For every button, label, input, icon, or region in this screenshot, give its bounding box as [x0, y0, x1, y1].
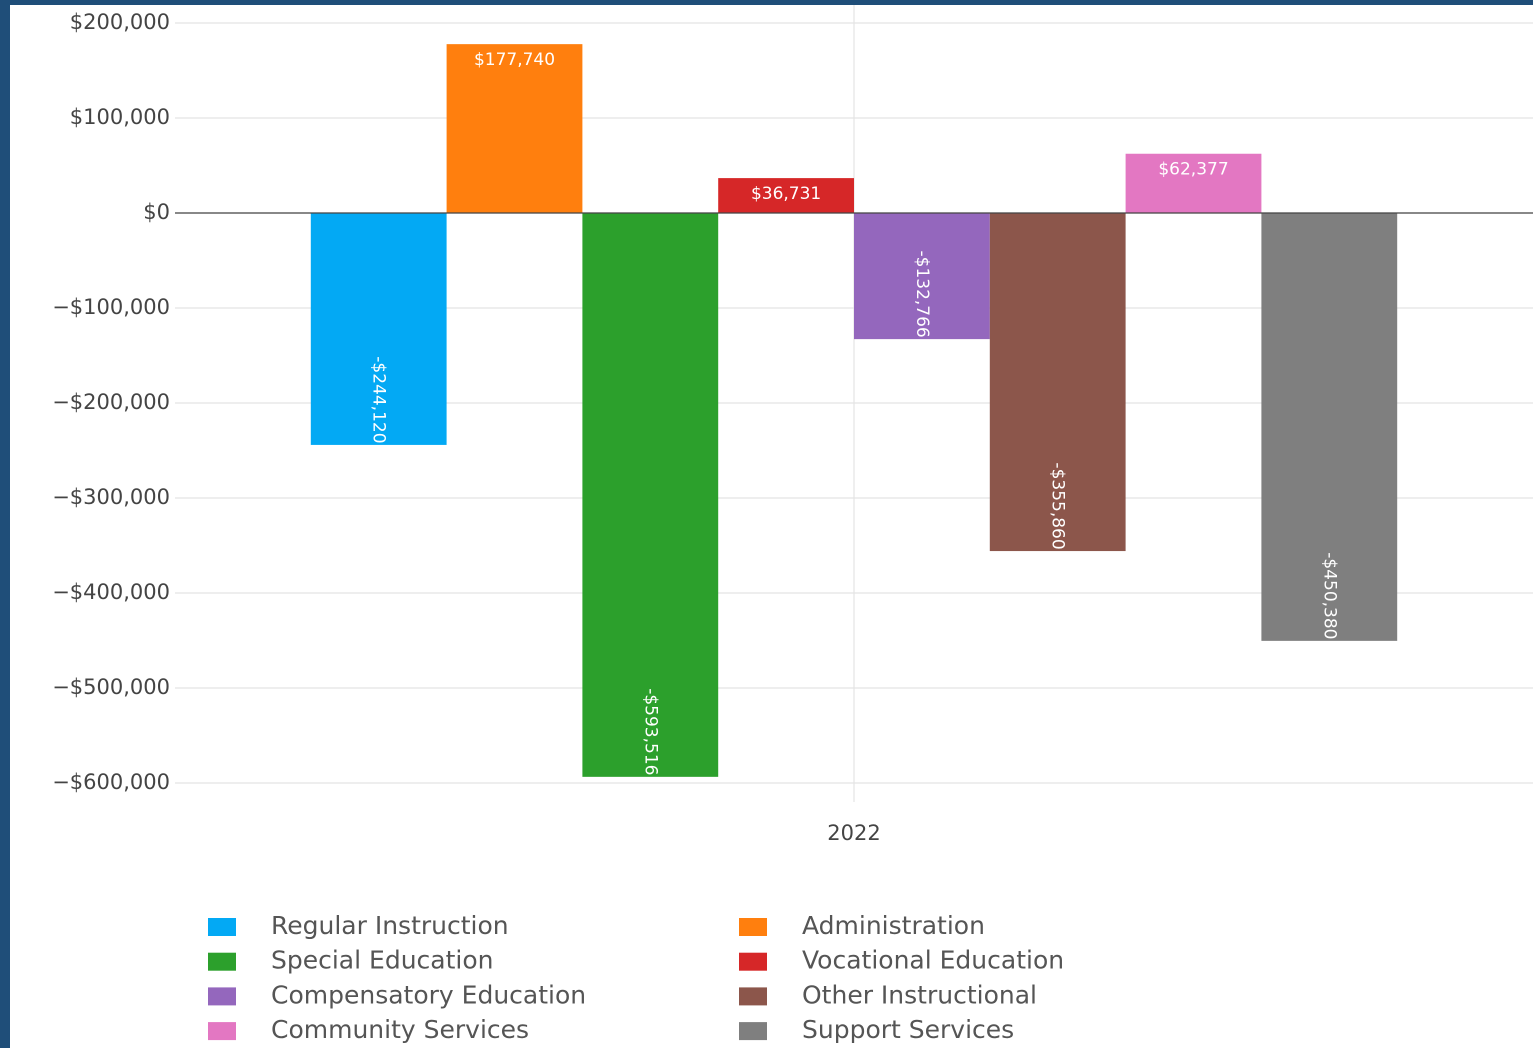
value-label: -$244,120	[369, 356, 389, 443]
value-label: $62,377	[1158, 160, 1228, 180]
legend-swatch	[208, 1022, 236, 1041]
value-label: -$132,766	[912, 251, 932, 338]
value-label: -$355,860	[1048, 462, 1068, 549]
legend-swatch	[208, 918, 236, 936]
legend-swatch	[208, 987, 236, 1006]
legend-label: Compensatory Education	[271, 980, 586, 1009]
legend-label: Other Instructional	[802, 980, 1037, 1009]
value-label: -$450,380	[1319, 552, 1339, 639]
legend-swatch	[739, 952, 767, 971]
bar	[1125, 153, 1262, 213]
y-tick-label: −$300,000	[52, 485, 170, 509]
legend-swatch	[739, 1022, 767, 1041]
bar	[310, 213, 447, 445]
legend-swatch	[739, 918, 767, 936]
y-tick-label: $0	[143, 200, 170, 224]
value-label: $177,740	[474, 50, 555, 70]
y-tick-label: −$600,000	[52, 770, 170, 794]
bar	[1261, 213, 1398, 641]
y-tick-label: −$200,000	[52, 390, 170, 414]
bar	[854, 213, 990, 340]
legend-label: Community Services	[271, 1015, 529, 1044]
legend-label: Vocational Education	[802, 946, 1064, 975]
legend-swatch	[208, 952, 236, 971]
y-tick-label: −$400,000	[52, 580, 170, 604]
bar	[446, 44, 583, 213]
value-label: $36,731	[751, 184, 821, 204]
y-tick-label: −$100,000	[52, 295, 170, 319]
legend-label: Regular Instruction	[271, 911, 509, 940]
bar	[582, 213, 719, 777]
legend-label: Special Education	[271, 946, 494, 975]
bar	[718, 178, 854, 213]
bar	[989, 213, 1126, 552]
y-tick-label: −$500,000	[52, 675, 170, 699]
legend-swatch	[739, 987, 767, 1006]
legend-label: Support Services	[802, 1015, 1014, 1044]
value-label: -$593,516	[640, 688, 660, 775]
y-tick-label: $100,000	[70, 105, 170, 129]
x-tick-label: 2022	[827, 821, 880, 845]
legend-label: Administration	[802, 911, 985, 940]
y-tick-label: $200,000	[70, 10, 170, 34]
